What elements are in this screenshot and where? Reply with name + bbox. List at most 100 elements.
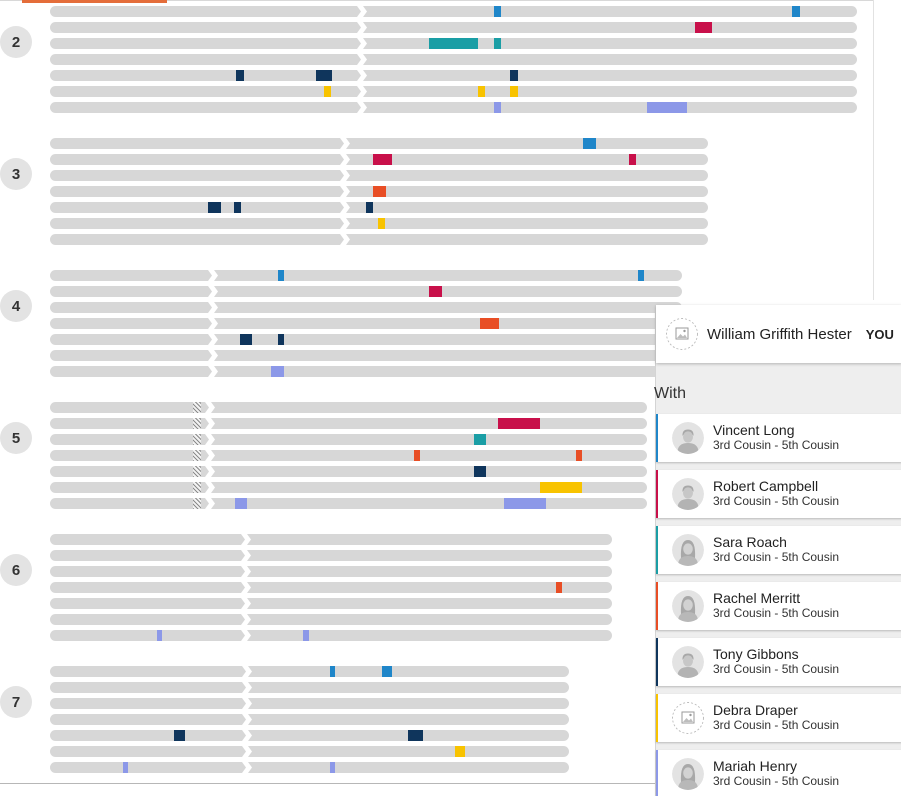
shared-segment[interactable]	[234, 202, 241, 213]
match-relationship: 3rd Cousin - 5th Cousin	[713, 718, 840, 732]
chromosome-arm-p	[50, 746, 246, 757]
shared-segment[interactable]	[382, 666, 392, 677]
chromosome-label: 2	[0, 26, 32, 58]
shared-segment[interactable]	[240, 334, 252, 345]
shared-segment[interactable]	[510, 70, 518, 81]
chromosome-arm-p	[50, 186, 344, 197]
shared-segment[interactable]	[494, 6, 501, 17]
centromere-hatch	[193, 482, 201, 493]
chromosome-label: 5	[0, 422, 32, 454]
shared-segment[interactable]	[494, 38, 501, 49]
match-color-stripe	[656, 694, 658, 742]
shared-segment[interactable]	[474, 434, 486, 445]
match-relationship: 3rd Cousin - 5th Cousin	[713, 550, 840, 564]
chromosome-arm-q	[247, 630, 612, 641]
match-card[interactable]: Debra Draper 3rd Cousin - 5th Cousin	[656, 694, 901, 742]
shared-segment[interactable]	[474, 466, 486, 477]
shared-segment[interactable]	[235, 498, 247, 509]
shared-segment[interactable]	[278, 334, 284, 345]
chromosome-arm-q	[248, 682, 569, 693]
chromosome-arm-p	[50, 154, 344, 165]
shared-segment[interactable]	[429, 286, 442, 297]
shared-segment[interactable]	[583, 138, 596, 149]
shared-segment[interactable]	[638, 270, 644, 281]
shared-segment[interactable]	[576, 450, 582, 461]
match-color-stripe	[656, 750, 658, 796]
match-card[interactable]: Vincent Long 3rd Cousin - 5th Cousin	[656, 414, 901, 462]
shared-segment[interactable]	[429, 38, 478, 49]
chromosome-arm-p	[50, 334, 212, 345]
shared-segment[interactable]	[695, 22, 712, 33]
match-name: Rachel Merritt	[713, 590, 801, 606]
shared-segment[interactable]	[480, 318, 499, 329]
shared-segment[interactable]	[123, 762, 128, 773]
shared-segment[interactable]	[540, 482, 582, 493]
match-text: Mariah Henry 3rd Cousin - 5th Cousin	[713, 759, 839, 789]
shared-segment[interactable]	[330, 666, 335, 677]
shared-segment[interactable]	[208, 202, 221, 213]
female-avatar-icon	[672, 758, 704, 790]
shared-segment[interactable]	[278, 270, 284, 281]
shared-segment[interactable]	[271, 366, 284, 377]
match-card[interactable]: Rachel Merritt 3rd Cousin - 5th Cousin	[656, 582, 901, 630]
shared-segment[interactable]	[373, 154, 392, 165]
shared-segment[interactable]	[556, 582, 562, 593]
match-relationship: 3rd Cousin - 5th Cousin	[713, 662, 840, 676]
chromosome-arm-q	[211, 498, 647, 509]
shared-segment[interactable]	[330, 762, 335, 773]
panel-divider	[873, 0, 874, 300]
chromosome-arm-q	[214, 318, 682, 329]
shared-segment[interactable]	[366, 202, 373, 213]
match-text: Debra Draper 3rd Cousin - 5th Cousin	[713, 703, 839, 733]
chromosome-arm-q	[363, 22, 857, 33]
chromosome-arm-q	[214, 350, 682, 361]
centromere-hatch	[193, 402, 201, 413]
shared-segment[interactable]	[498, 418, 540, 429]
shared-segment[interactable]	[378, 218, 385, 229]
chromosome-arm-q	[211, 450, 647, 461]
shared-segment[interactable]	[647, 102, 687, 113]
chromosome-arm-q	[211, 418, 647, 429]
chromosome-arm-p	[50, 102, 361, 113]
match-card[interactable]: Tony Gibbons 3rd Cousin - 5th Cousin	[656, 638, 901, 686]
centromere-hatch	[193, 434, 201, 445]
chromosome-arm-p	[50, 714, 246, 725]
match-color-stripe	[656, 582, 658, 630]
chromosome-arm-q	[248, 714, 569, 725]
chromosome-arm-q	[214, 270, 682, 281]
shared-segment[interactable]	[414, 450, 420, 461]
shared-segment[interactable]	[157, 630, 162, 641]
you-card[interactable]: William Griffith Hester YOU	[656, 305, 901, 363]
chromosome-arm-p	[50, 450, 209, 461]
shared-segment[interactable]	[303, 630, 309, 641]
shared-segment[interactable]	[455, 746, 465, 757]
match-card[interactable]: Robert Campbell 3rd Cousin - 5th Cousin	[656, 470, 901, 518]
shared-segment[interactable]	[174, 730, 185, 741]
match-color-stripe	[656, 638, 658, 686]
match-card[interactable]: Sara Roach 3rd Cousin - 5th Cousin	[656, 526, 901, 574]
chromosome-arm-p	[50, 6, 361, 17]
shared-segment[interactable]	[408, 730, 423, 741]
shared-segment[interactable]	[494, 102, 501, 113]
match-card[interactable]: Mariah Henry 3rd Cousin - 5th Cousin	[656, 750, 901, 796]
chromosome-arm-p	[50, 22, 361, 33]
shared-segment[interactable]	[478, 86, 485, 97]
shared-segment[interactable]	[792, 6, 800, 17]
shared-segment[interactable]	[629, 154, 636, 165]
shared-segment[interactable]	[324, 86, 331, 97]
chromosome-arm-q	[346, 186, 708, 197]
shared-segment[interactable]	[510, 86, 518, 97]
shared-segment[interactable]	[236, 70, 244, 81]
chromosome-arm-p	[50, 730, 246, 741]
match-text: Rachel Merritt 3rd Cousin - 5th Cousin	[713, 591, 839, 621]
chromosome-arm-q	[248, 698, 569, 709]
match-color-stripe	[656, 470, 658, 518]
chromosome-arm-p	[50, 402, 209, 413]
chromosome-arm-p	[50, 366, 212, 377]
bottom-divider	[0, 783, 658, 784]
chromosome-arm-p	[50, 170, 344, 181]
shared-segment[interactable]	[504, 498, 546, 509]
shared-segment[interactable]	[316, 70, 332, 81]
chromosome-arm-p	[50, 318, 212, 329]
shared-segment[interactable]	[373, 186, 386, 197]
